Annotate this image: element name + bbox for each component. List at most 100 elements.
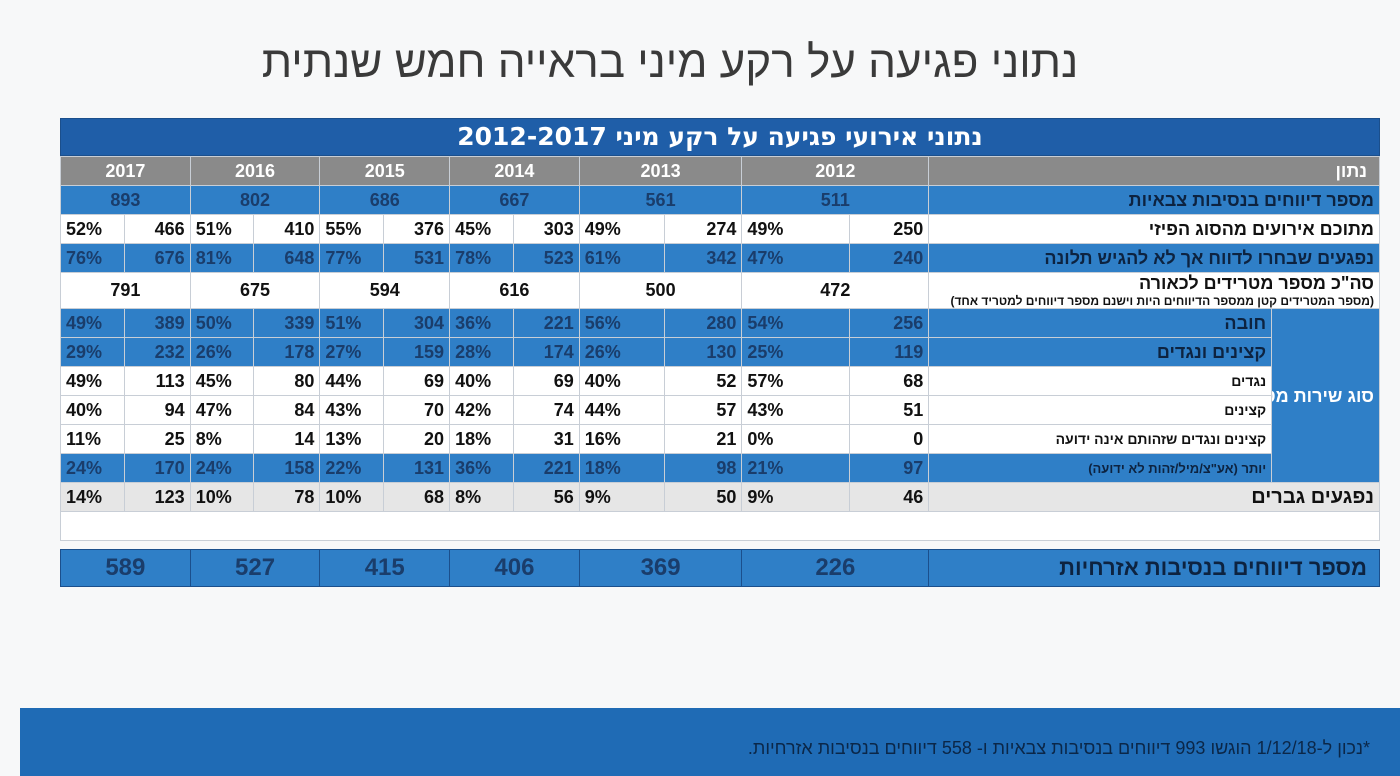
- cell: 369: [578, 549, 743, 587]
- table-row: 14% 123 10% 78 10% 68 8% 56 9% 50 9% 46 …: [60, 482, 1380, 512]
- row-label: נפגעים גברים: [928, 482, 1380, 512]
- table-row: 40% 94 47% 84 43% 70 42% 74 44% 57 43% 5…: [60, 395, 1380, 425]
- cell: 45%: [449, 214, 514, 244]
- cell: 54%: [741, 308, 851, 338]
- cell: 44%: [578, 395, 666, 425]
- year-2015: 2015: [319, 156, 451, 186]
- cell: 893: [60, 185, 191, 215]
- cell: 472: [741, 272, 930, 309]
- cell: 25%: [741, 337, 851, 367]
- cell: 21%: [741, 453, 851, 483]
- cell: 226: [741, 549, 930, 587]
- cell: 0%: [741, 424, 851, 454]
- row-label: מתוכם אירועים מהסוג הפיזי: [928, 214, 1380, 244]
- cell: 342: [664, 243, 743, 273]
- cell: 178: [253, 337, 321, 367]
- cell: 221: [512, 453, 580, 483]
- cell: 500: [578, 272, 743, 309]
- cell: 36%: [449, 453, 514, 483]
- cell: 40%: [578, 366, 666, 396]
- cell: 77%: [319, 243, 385, 273]
- cell: 676: [123, 243, 191, 273]
- cell: 13%: [319, 424, 385, 454]
- cell: 18%: [449, 424, 514, 454]
- cell: 675: [189, 272, 321, 309]
- spacer-cell: [60, 511, 1380, 541]
- year-2012: 2012: [741, 156, 930, 186]
- cell: 523: [512, 243, 580, 273]
- cell: 131: [383, 453, 451, 483]
- incidents-table: נתוני אירועי פגיעה על רקע מיני 2012-2017…: [60, 118, 1380, 587]
- cell: 16%: [578, 424, 666, 454]
- cell: 47%: [741, 243, 851, 273]
- cell: 78: [253, 482, 321, 512]
- suspects-note: (מספר המטרידים קטן ממספר הדיווחים היות ו…: [950, 294, 1374, 308]
- cell: 304: [383, 308, 451, 338]
- table-row: 49% 389 50% 339 51% 304 36% 221 56% 280 …: [60, 308, 1380, 483]
- cell: 56%: [578, 308, 666, 338]
- label-header: נתון: [928, 156, 1380, 186]
- cell: 280: [664, 308, 743, 338]
- table-row: 29% 232 26% 178 27% 159 28% 174 26% 130 …: [60, 337, 1380, 367]
- table-caption: נתוני אירועי פגיעה על רקע מיני 2012-2017: [60, 118, 1380, 156]
- cell: 113: [123, 366, 191, 396]
- cell: 26%: [578, 337, 666, 367]
- cell: 256: [849, 308, 930, 338]
- cell: 410: [253, 214, 321, 244]
- cell: 406: [449, 549, 580, 587]
- cell: 561: [578, 185, 743, 215]
- table-row: 791 675 594 616 500 472 סה"כ מספר מטרידי…: [60, 272, 1380, 309]
- cell: 10%: [319, 482, 385, 512]
- cell: 240: [849, 243, 930, 273]
- cell: 31: [512, 424, 580, 454]
- cell: 76%: [60, 243, 125, 273]
- cell: 594: [319, 272, 451, 309]
- cell: 0: [849, 424, 930, 454]
- row-label: קצינים ונגדים: [928, 337, 1273, 367]
- row-label: חובה: [928, 308, 1273, 338]
- cell: 589: [60, 549, 191, 587]
- cell: 174: [512, 337, 580, 367]
- cell: 415: [319, 549, 451, 587]
- table-row: 893 802 686 667 561 511 מספר דיווחים בנס…: [60, 185, 1380, 215]
- cell: 55%: [319, 214, 385, 244]
- cell: 49%: [60, 366, 125, 396]
- cell: 97: [849, 453, 930, 483]
- spacer-row: [60, 511, 1380, 541]
- cell: 9%: [741, 482, 851, 512]
- table-row: 76% 676 81% 648 77% 531 78% 523 61% 342 …: [60, 243, 1380, 273]
- cell: 43%: [741, 395, 851, 425]
- cell: 130: [664, 337, 743, 367]
- cell: 232: [123, 337, 191, 367]
- suspects-label: סה"כ מספר מטרידים לכאורה: [1139, 273, 1374, 294]
- cell: 250: [849, 214, 930, 244]
- cell: 57: [664, 395, 743, 425]
- cell: 9%: [578, 482, 666, 512]
- cell: 51%: [319, 308, 385, 338]
- cell: 56: [512, 482, 580, 512]
- cell: 8%: [189, 424, 255, 454]
- cell: 466: [123, 214, 191, 244]
- cell: 44%: [319, 366, 385, 396]
- cell: 68: [383, 482, 451, 512]
- cell: 50%: [189, 308, 255, 338]
- cell: 57%: [741, 366, 851, 396]
- cell: 170: [123, 453, 191, 483]
- cell: 84: [253, 395, 321, 425]
- cell: 42%: [449, 395, 514, 425]
- cell: 686: [319, 185, 451, 215]
- cell: 10%: [189, 482, 255, 512]
- cell: 25: [123, 424, 191, 454]
- cell: 648: [253, 243, 321, 273]
- cell: 49%: [60, 308, 125, 338]
- cell: 40%: [449, 366, 514, 396]
- cell: 339: [253, 308, 321, 338]
- cell: 303: [512, 214, 580, 244]
- cell: 119: [849, 337, 930, 367]
- service-type-label: סוג שירות מטרידים לכאורה: [1271, 308, 1380, 483]
- row-label: קצינים: [928, 395, 1273, 425]
- cell: 36%: [449, 308, 514, 338]
- cell: 26%: [189, 337, 255, 367]
- cell: 69: [383, 366, 451, 396]
- cell: 50: [664, 482, 743, 512]
